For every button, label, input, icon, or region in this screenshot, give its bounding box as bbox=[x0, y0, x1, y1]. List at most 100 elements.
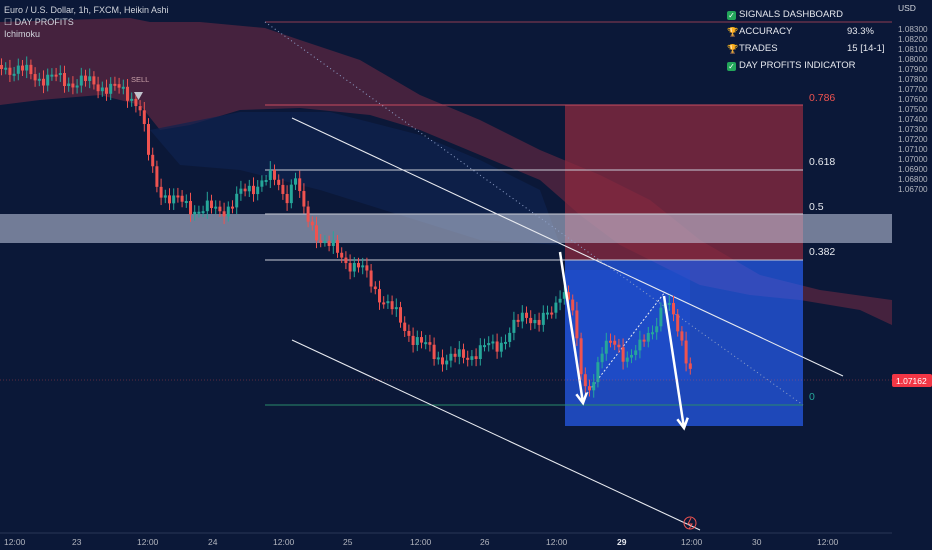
lightning-icon-bolt bbox=[687, 517, 693, 530]
y-tick-label: 1.06800 bbox=[898, 175, 928, 184]
y-tick-label: 1.07500 bbox=[898, 105, 928, 114]
candle-body bbox=[306, 206, 310, 222]
candle-body bbox=[453, 353, 457, 357]
x-axis: 12:00 23 12:00 24 12:00 25 12:00 26 12:00 29 12:00… bbox=[0, 532, 892, 547]
x-tick-label: 25 bbox=[343, 537, 353, 547]
candle-body bbox=[117, 84, 121, 88]
candle-body bbox=[151, 154, 155, 167]
candle-body bbox=[424, 342, 428, 345]
candle-body bbox=[655, 326, 659, 333]
candle-body bbox=[340, 252, 344, 258]
candle-body bbox=[75, 85, 79, 88]
x-tick-label: 12:00 bbox=[681, 537, 703, 547]
candle-body bbox=[390, 301, 394, 310]
candle-body bbox=[445, 360, 449, 365]
lightning-icon-ring bbox=[683, 516, 697, 530]
candle-body bbox=[33, 74, 37, 81]
trades-value: 15 [14-1] bbox=[847, 43, 885, 54]
fib-label-0: 0 bbox=[809, 391, 815, 403]
candle-body bbox=[466, 357, 470, 360]
sell-signal-label: SELL bbox=[131, 75, 149, 84]
y-tick-label: 1.07000 bbox=[898, 155, 928, 164]
x-tick-label: 12:00 bbox=[273, 537, 295, 547]
candles bbox=[0, 56, 692, 398]
candle-body bbox=[281, 184, 285, 194]
down-arrow-2-head bbox=[676, 417, 689, 431]
candle-body bbox=[109, 83, 113, 94]
candle-body bbox=[218, 206, 222, 212]
candle-body bbox=[252, 185, 255, 195]
y-axis-currency: USD bbox=[898, 3, 916, 13]
candle-body bbox=[46, 74, 50, 86]
candle-body bbox=[462, 349, 465, 358]
x-tick-label: 29 bbox=[617, 537, 627, 547]
y-tick-label: 1.08000 bbox=[898, 55, 928, 64]
candle-body bbox=[365, 265, 369, 271]
candle-body bbox=[310, 221, 314, 226]
candle-body bbox=[37, 78, 41, 81]
candle-body bbox=[42, 78, 45, 86]
candle-body bbox=[176, 195, 180, 198]
candle-body bbox=[688, 363, 692, 369]
candle-body bbox=[630, 354, 633, 358]
candle-body bbox=[222, 211, 226, 217]
candle-body bbox=[651, 332, 654, 335]
x-tick-label: 12:00 bbox=[546, 537, 568, 547]
candle-body bbox=[428, 342, 432, 345]
x-tick-label: 30 bbox=[752, 537, 762, 547]
candle-body bbox=[298, 178, 302, 192]
candle-body bbox=[138, 106, 142, 111]
candle-body bbox=[256, 186, 260, 195]
candle-body bbox=[361, 265, 365, 268]
candle-body bbox=[609, 340, 612, 343]
candle-body bbox=[592, 382, 596, 391]
y-tick-label: 1.07900 bbox=[898, 65, 928, 74]
trophy-icon: 🏆 bbox=[727, 44, 739, 54]
candle-body bbox=[121, 86, 125, 89]
candle-body bbox=[378, 289, 381, 303]
candle-body bbox=[197, 211, 201, 214]
day-profits-indicator-label: DAY PROFITS INDICATOR bbox=[739, 60, 856, 71]
candle-body bbox=[193, 211, 197, 215]
candle-body bbox=[155, 166, 159, 187]
candle-body bbox=[411, 335, 415, 345]
candle-body bbox=[159, 186, 163, 198]
candle-body bbox=[16, 65, 20, 74]
y-tick-label: 1.07600 bbox=[898, 95, 928, 104]
candle-body bbox=[273, 170, 276, 180]
lightning-icon bbox=[683, 516, 697, 530]
support-band bbox=[0, 214, 892, 243]
candle-body bbox=[554, 302, 558, 313]
dashboard-title-row: ✓ SIGNALS DASHBOARD bbox=[727, 9, 843, 20]
candle-body bbox=[533, 319, 537, 324]
y-tick-label: 1.07700 bbox=[898, 85, 928, 94]
y-tick-label: 1.06900 bbox=[898, 165, 928, 174]
candle-body bbox=[319, 240, 323, 243]
candle-body bbox=[247, 185, 251, 192]
candle-body bbox=[268, 170, 272, 181]
x-tick-label: 12:00 bbox=[817, 537, 839, 547]
candle-body bbox=[596, 362, 600, 383]
candle-body bbox=[205, 200, 209, 212]
candle-body bbox=[235, 193, 239, 208]
ichimoku-cloud-lower bbox=[150, 112, 560, 245]
candle-body bbox=[126, 86, 129, 101]
candle-body bbox=[495, 341, 499, 352]
y-tick-label: 1.07300 bbox=[898, 125, 928, 134]
y-tick-label: 1.08200 bbox=[898, 35, 928, 44]
x-tick-label: 12:00 bbox=[410, 537, 432, 547]
candle-body bbox=[336, 240, 339, 253]
candle-body bbox=[457, 349, 461, 357]
candle-body bbox=[562, 292, 566, 299]
fib-label-0.382: 0.382 bbox=[809, 246, 835, 258]
candle-body bbox=[180, 195, 184, 202]
fib-label-0.618: 0.618 bbox=[809, 156, 835, 168]
candle-body bbox=[621, 347, 625, 362]
candle-body bbox=[96, 84, 100, 92]
candle-body bbox=[134, 98, 138, 107]
candle-body bbox=[277, 179, 281, 185]
candle-body bbox=[201, 211, 205, 214]
candle-body bbox=[285, 193, 289, 204]
trophy-icon: 🏆 bbox=[727, 27, 739, 37]
